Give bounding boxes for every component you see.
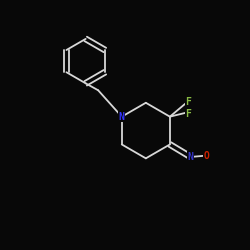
Text: O: O — [204, 150, 210, 160]
Text: F: F — [185, 97, 191, 107]
Text: F: F — [185, 109, 191, 119]
Text: N: N — [119, 112, 125, 122]
Text: N: N — [188, 152, 194, 162]
